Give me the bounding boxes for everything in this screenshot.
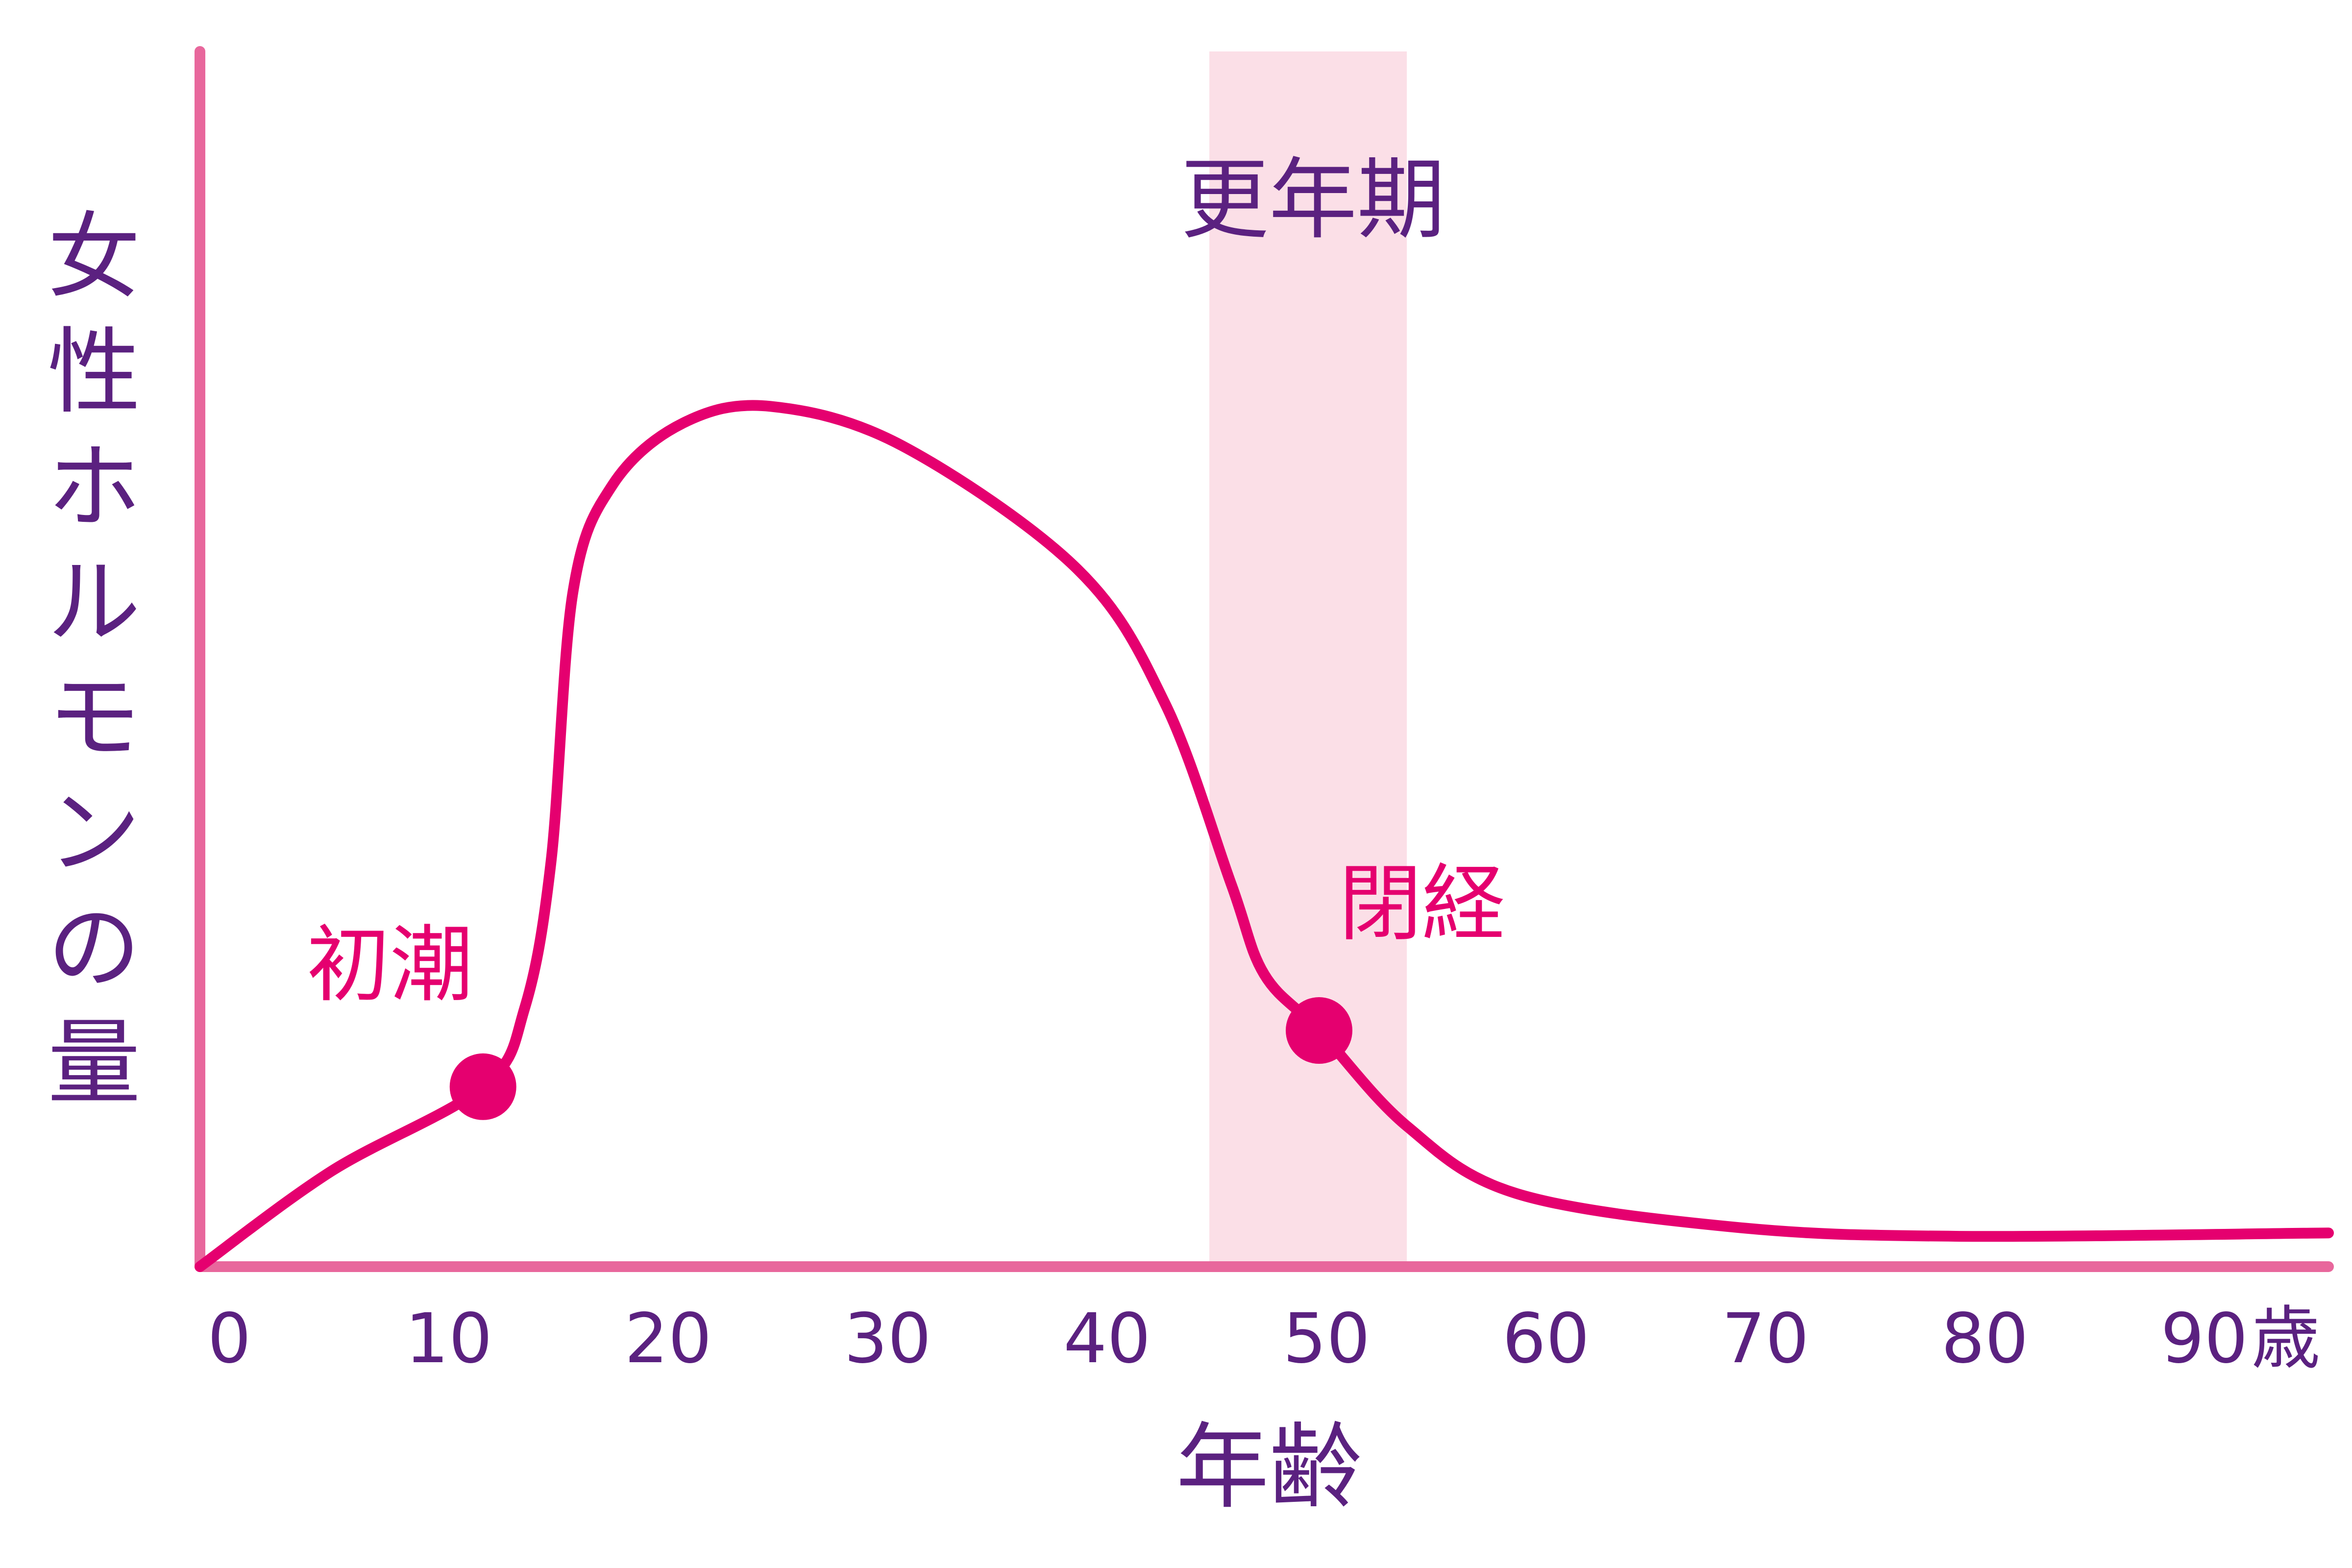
annotation-marker-1 xyxy=(1285,997,1352,1064)
x-tick-label-1: 10 xyxy=(405,1299,492,1379)
annotation-label-0: 初潮 xyxy=(307,917,473,1014)
x-tick-labels: 0 10 20 30 40 50 60 70 80 90 xyxy=(207,1299,2248,1379)
x-tick-label-3: 30 xyxy=(844,1299,931,1379)
x-tick-label-5: 50 xyxy=(1283,1299,1370,1379)
y-axis-title: 女性ホルモンの量 xyxy=(48,203,141,1117)
x-tick-label-4: 40 xyxy=(1063,1299,1151,1379)
x-tick-label-7: 70 xyxy=(1722,1299,1809,1379)
annotation-label-1: 閉経 xyxy=(1339,856,1505,953)
markers-layer xyxy=(449,997,1352,1120)
x-tick-label-2: 20 xyxy=(625,1299,712,1379)
x-tick-label-0: 0 xyxy=(207,1299,251,1379)
menopause-band-label: 更年期 xyxy=(1181,149,1446,251)
annotations-layer: 初潮 閉経 xyxy=(307,856,1505,1014)
menopause-band xyxy=(1209,51,1407,1267)
x-axis-title: 年齢 xyxy=(1176,1413,1362,1521)
annotation-marker-0 xyxy=(449,1053,516,1120)
x-axis-unit: 歳 xyxy=(2252,1299,2320,1379)
x-tick-label-9: 90 xyxy=(2160,1299,2248,1379)
hormone-curve xyxy=(195,400,2334,1272)
x-tick-label-6: 60 xyxy=(1502,1299,1590,1379)
x-tick-label-8: 80 xyxy=(1941,1299,2029,1379)
